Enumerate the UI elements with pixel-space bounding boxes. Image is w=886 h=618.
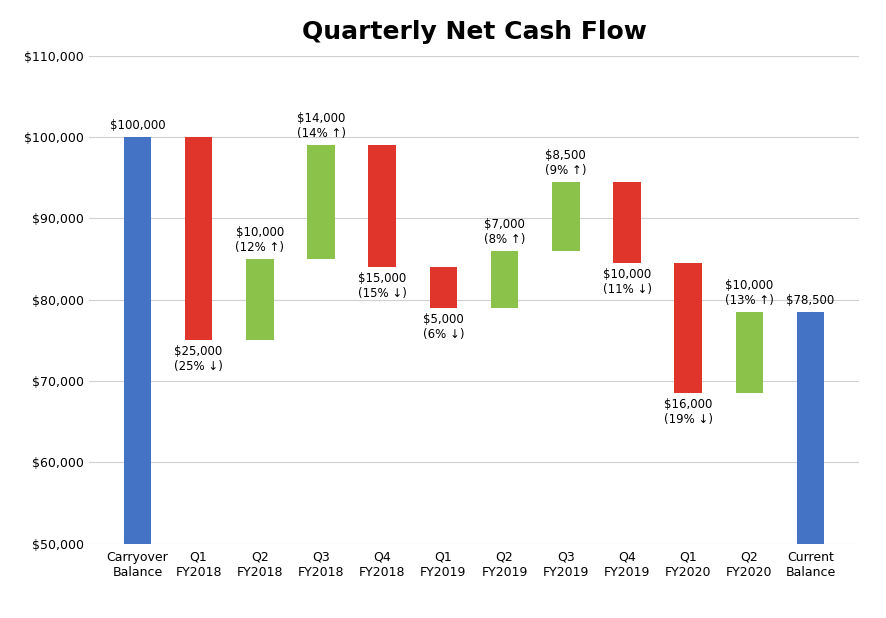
Bar: [797, 312, 824, 618]
Text: $7,000
(8% ↑): $7,000 (8% ↑): [484, 218, 525, 246]
Title: Quarterly Net Cash Flow: Quarterly Net Cash Flow: [301, 20, 647, 44]
Text: $14,000
(14% ↑): $14,000 (14% ↑): [297, 112, 346, 140]
Bar: [124, 137, 152, 618]
Text: $16,000
(19% ↓): $16,000 (19% ↓): [664, 398, 712, 426]
Text: $100,000: $100,000: [110, 119, 165, 132]
Bar: [552, 182, 579, 251]
Bar: [735, 312, 763, 393]
Text: $10,000
(12% ↑): $10,000 (12% ↑): [236, 226, 284, 254]
Text: $10,000
(11% ↓): $10,000 (11% ↓): [602, 268, 651, 296]
Text: $25,000
(25% ↓): $25,000 (25% ↓): [175, 345, 223, 373]
Bar: [185, 137, 213, 341]
Text: $10,000
(13% ↑): $10,000 (13% ↑): [725, 279, 773, 307]
Bar: [613, 182, 641, 263]
Text: $5,000
(6% ↓): $5,000 (6% ↓): [423, 313, 464, 341]
Text: $15,000
(15% ↓): $15,000 (15% ↓): [358, 272, 407, 300]
Bar: [246, 259, 274, 341]
Text: $78,500: $78,500: [787, 294, 835, 307]
Text: $8,500
(9% ↑): $8,500 (9% ↑): [545, 149, 587, 177]
Bar: [491, 251, 518, 308]
Bar: [674, 263, 702, 393]
Bar: [369, 145, 396, 267]
Bar: [307, 145, 335, 259]
Bar: [430, 267, 457, 308]
